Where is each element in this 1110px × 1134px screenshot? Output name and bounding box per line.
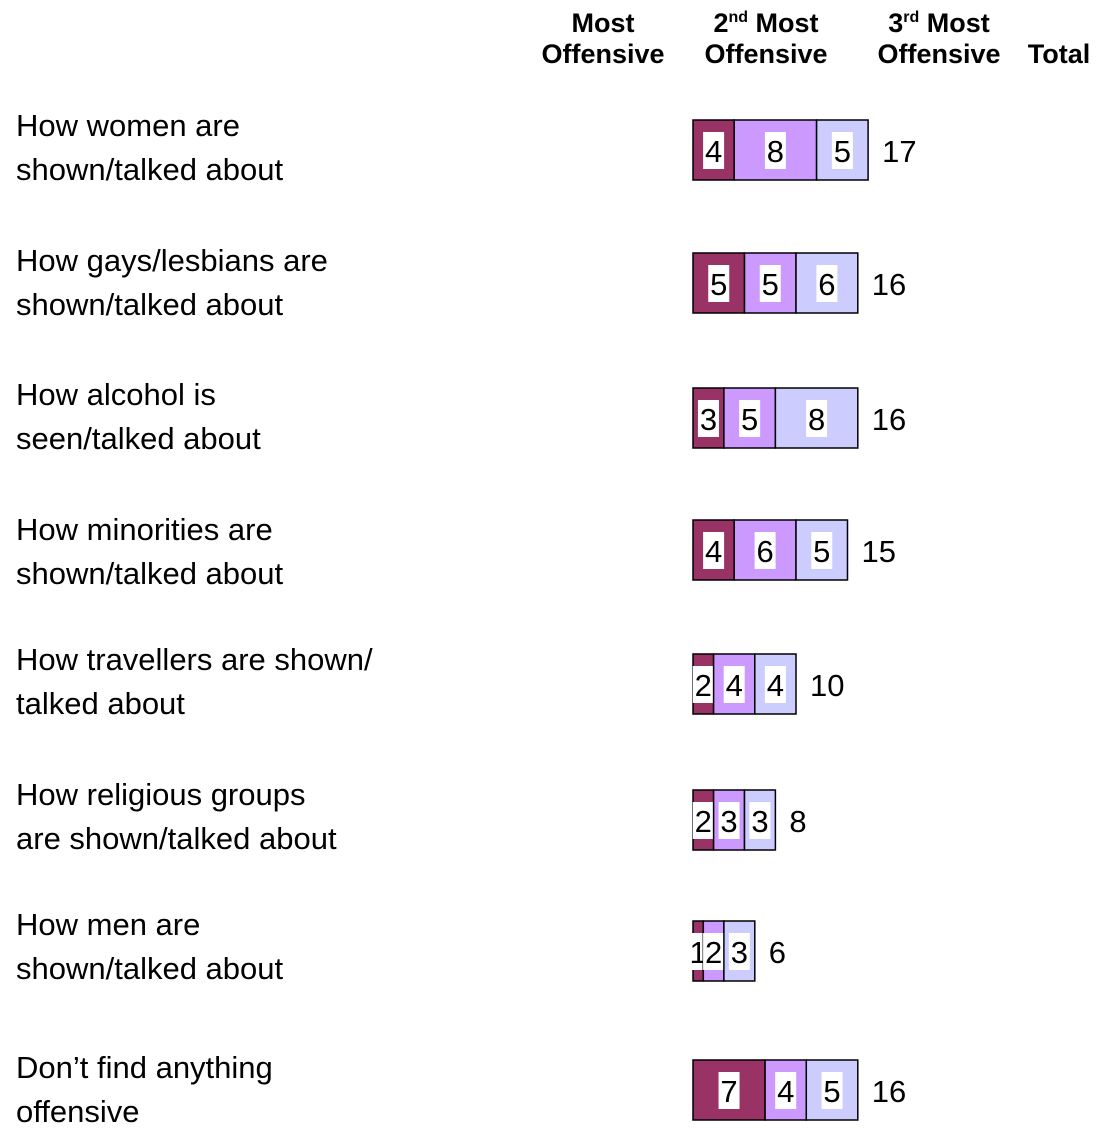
data-label-box-most-offensive-4 [692,666,714,703]
data-label-box-third-most-offensive-5 [749,802,771,839]
data-label-second-most-offensive-2: 5 [741,402,758,437]
data-label-third-most-offensive-2: 8 [808,402,825,437]
data-label-box-second-most-offensive-0 [764,132,786,169]
row-label-minorities: How minorities are shown/talked about [16,512,284,591]
data-label-third-most-offensive-4: 4 [767,668,784,703]
row-label-gays-lesbians: How gays/lesbians are shown/talked about [16,243,328,322]
total-label-5: 8 [789,804,806,839]
data-label-most-offensive-5: 2 [695,804,712,839]
data-label-second-most-offensive-6: 2 [705,935,722,970]
total-label-1: 16 [872,267,906,302]
data-label-box-second-most-offensive-6 [703,933,725,970]
data-label-second-most-offensive-0: 8 [767,134,784,169]
data-label-third-most-offensive-5: 3 [751,804,768,839]
data-label-third-most-offensive-7: 5 [823,1074,840,1109]
data-label-most-offensive-6: 1 [690,935,707,970]
data-label-most-offensive-3: 4 [705,534,722,569]
data-label-third-most-offensive-1: 6 [818,267,835,302]
bar-second-most-offensive-2 [723,387,777,449]
total-label-3: 15 [862,534,896,569]
row-label-alcohol: How alcohol is seen/talked about [16,377,261,456]
data-label-third-most-offensive-3: 5 [813,534,830,569]
data-label-most-offensive-2: 3 [700,402,717,437]
row-label-men: How men are shown/talked about [16,907,284,986]
data-label-most-offensive-0: 4 [705,134,722,169]
total-label-0: 17 [882,134,916,169]
row-label-travellers: How travellers are shown/ talked about [16,642,373,721]
data-label-second-most-offensive-3: 6 [756,534,773,569]
data-label-second-most-offensive-1: 5 [762,267,779,302]
data-label-box-second-most-offensive-2 [739,400,761,437]
total-label-4: 10 [810,668,844,703]
data-label-most-offensive-1: 5 [710,267,727,302]
data-label-second-most-offensive-5: 3 [720,804,737,839]
data-label-box-second-most-offensive-1 [759,265,781,302]
total-label-2: 16 [872,402,906,437]
data-label-box-third-most-offensive-3 [811,532,833,569]
total-label-7: 16 [872,1074,906,1109]
data-label-box-most-offensive-2 [697,400,719,437]
header-total: Total [1027,39,1091,69]
row-label-nothing-offensive: Don’t find anything offensive [16,1050,273,1129]
bar-second-most-offensive-1 [743,252,797,314]
data-label-box-third-most-offensive-7 [821,1072,843,1109]
header-2nd-most-offensive: 2nd Most Offensive [704,8,828,69]
data-label-box-most-offensive-5 [692,802,714,839]
data-label-most-offensive-4: 2 [695,668,712,703]
header-3rd-most-offensive: 3rd Most Offensive [877,8,1001,69]
row-label-religious-groups: How religious groups are shown/talked ab… [16,777,337,856]
data-label-box-most-offensive-0 [703,132,725,169]
row-label-women: How women are shown/talked about [16,108,284,187]
header-most-offensive: Most Offensive [541,8,665,69]
data-label-box-third-most-offensive-1 [816,265,838,302]
total-label-6: 6 [769,935,786,970]
data-label-box-third-most-offensive-6 [728,933,750,970]
data-label-box-second-most-offensive-5 [718,802,740,839]
data-label-box-second-most-offensive-3 [754,532,776,569]
data-label-box-most-offensive-3 [703,532,725,569]
data-label-second-most-offensive-4: 4 [726,668,743,703]
data-label-box-most-offensive-7 [718,1072,740,1109]
data-label-box-third-most-offensive-4 [764,666,786,703]
data-label-third-most-offensive-6: 3 [731,935,748,970]
data-label-box-second-most-offensive-7 [775,1072,797,1109]
data-label-box-third-most-offensive-0 [831,132,853,169]
data-label-box-most-offensive-1 [708,265,730,302]
data-label-second-most-offensive-7: 4 [777,1074,794,1109]
data-label-third-most-offensive-0: 5 [834,134,851,169]
data-label-box-third-most-offensive-2 [806,400,828,437]
data-label-most-offensive-7: 7 [720,1074,737,1109]
data-label-box-second-most-offensive-4 [723,666,745,703]
